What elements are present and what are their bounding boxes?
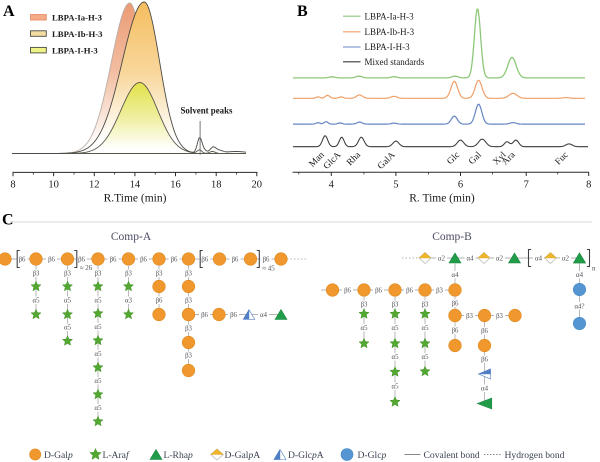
svg-text:LBPA-I-H-3: LBPA-I-H-3 (365, 42, 411, 52)
svg-text:β6: β6 (232, 257, 239, 264)
svg-text:α4: α4 (481, 386, 489, 393)
svg-text:β3: β3 (436, 288, 443, 295)
svg-text:8: 8 (10, 180, 15, 191)
svg-text:β3: β3 (33, 271, 40, 278)
svg-text:10: 10 (48, 180, 59, 191)
svg-text:D-GlcpA: D-GlcpA (288, 450, 324, 461)
svg-text:L-Rhap: L-Rhap (164, 450, 194, 461)
svg-text:α5: α5 (64, 298, 72, 305)
svg-text:β6: β6 (344, 288, 351, 295)
svg-text:α5: α5 (64, 325, 72, 332)
svg-text:β3: β3 (95, 271, 102, 278)
svg-text:α2: α2 (562, 256, 570, 263)
svg-text:B: B (297, 3, 308, 20)
svg-text:Mixed standards: Mixed standards (365, 57, 425, 67)
svg-text:β3: β3 (422, 302, 429, 309)
svg-text:A: A (3, 3, 15, 20)
svg-text:α4: α4 (535, 256, 543, 263)
svg-text:β6: β6 (230, 312, 237, 319)
svg-text:n: n (592, 265, 596, 273)
svg-text:D-Galp: D-Galp (44, 450, 73, 461)
svg-text:Solvent peaks: Solvent peaks (180, 106, 233, 116)
svg-text:β3: β3 (466, 313, 473, 320)
svg-text:α2: α2 (438, 256, 446, 263)
svg-text:β3: β3 (185, 298, 192, 305)
svg-text:α3: α3 (125, 298, 133, 305)
svg-text:β6: β6 (110, 257, 117, 264)
svg-text:α5: α5 (422, 354, 430, 361)
svg-text:β6: β6 (19, 257, 26, 264)
svg-text:β6: β6 (452, 301, 459, 308)
svg-text:β3: β3 (125, 271, 132, 278)
svg-text:β3: β3 (156, 271, 163, 278)
svg-text:8: 8 (586, 180, 591, 191)
svg-text:α4?: α4? (575, 304, 585, 311)
svg-text:Comp-B: Comp-B (432, 231, 472, 243)
svg-text:β3: β3 (64, 271, 71, 278)
svg-text:β6: β6 (48, 257, 55, 264)
svg-text:α5: α5 (361, 325, 369, 332)
svg-text:≈ 45: ≈ 45 (262, 265, 275, 273)
svg-text:α5: α5 (95, 324, 103, 331)
svg-text:12: 12 (89, 180, 100, 191)
svg-text:α4: α4 (260, 312, 268, 319)
svg-text:5: 5 (393, 180, 398, 191)
svg-text:α5: α5 (95, 405, 103, 412)
svg-text:α5: α5 (422, 325, 430, 332)
svg-text:β3: β3 (185, 353, 192, 360)
svg-text:β6: β6 (375, 288, 382, 295)
svg-text:LBPA-Ia-H-3: LBPA-Ia-H-3 (365, 11, 415, 21)
svg-text:β6: β6 (481, 328, 488, 335)
svg-text:β6: β6 (263, 257, 270, 264)
svg-text:α4: α4 (452, 272, 460, 279)
svg-text:β6: β6 (140, 257, 147, 264)
svg-text:β3: β3 (496, 313, 503, 320)
svg-text:L-Araf: L-Araf (103, 450, 130, 461)
svg-text:α5: α5 (33, 298, 41, 305)
svg-text:β6: β6 (201, 257, 208, 264)
svg-text:D-GalpA: D-GalpA (225, 450, 261, 461)
svg-text:β6: β6 (156, 298, 163, 305)
svg-text:≈ 26: ≈ 26 (80, 264, 93, 272)
svg-text:Hydrogen bond: Hydrogen bond (505, 450, 565, 461)
svg-text:β3: β3 (185, 271, 192, 278)
svg-text:Comp-A: Comp-A (111, 231, 152, 243)
svg-text:β6: β6 (171, 257, 178, 264)
svg-text:β3: β3 (361, 302, 368, 309)
svg-text:14: 14 (130, 180, 141, 191)
svg-text:β6: β6 (452, 328, 459, 335)
svg-text:20: 20 (252, 180, 263, 191)
svg-text:α2: α2 (496, 256, 504, 263)
svg-text:α4: α4 (467, 256, 475, 263)
svg-text:β6: β6 (78, 257, 85, 264)
svg-text:α5: α5 (95, 351, 103, 358)
svg-text:α5: α5 (392, 325, 400, 332)
svg-text:α5: α5 (392, 384, 400, 391)
svg-text:18: 18 (211, 180, 222, 191)
svg-text:4: 4 (329, 180, 335, 191)
svg-text:R. Time (min): R. Time (min) (409, 193, 475, 205)
svg-text:R.Time (min): R.Time (min) (104, 193, 167, 205)
svg-text:D-Glcp: D-Glcp (358, 450, 387, 461)
svg-text:LBPA-I-H-3: LBPA-I-H-3 (52, 46, 98, 56)
svg-text:7: 7 (524, 180, 529, 191)
svg-text:LBPA-Ib-H-3: LBPA-Ib-H-3 (52, 29, 103, 39)
svg-text:α4: α4 (576, 272, 584, 279)
svg-text:16: 16 (170, 180, 181, 191)
svg-text:6: 6 (458, 180, 463, 191)
svg-text:C: C (2, 212, 14, 229)
svg-text:Covalent bond: Covalent bond (424, 450, 480, 461)
svg-text:β6: β6 (201, 312, 208, 319)
svg-text:LBPA-Ia-H-3: LBPA-Ia-H-3 (52, 13, 103, 23)
svg-text:β3: β3 (185, 326, 192, 333)
svg-text:α5: α5 (95, 298, 103, 305)
svg-text:β3: β3 (392, 302, 399, 309)
svg-text:α5: α5 (95, 378, 103, 385)
svg-text:β6: β6 (406, 288, 413, 295)
svg-text:α5: α5 (392, 354, 400, 361)
svg-text:LBPA-Ib-H-3: LBPA-Ib-H-3 (365, 27, 415, 37)
svg-text:β6: β6 (481, 357, 488, 364)
